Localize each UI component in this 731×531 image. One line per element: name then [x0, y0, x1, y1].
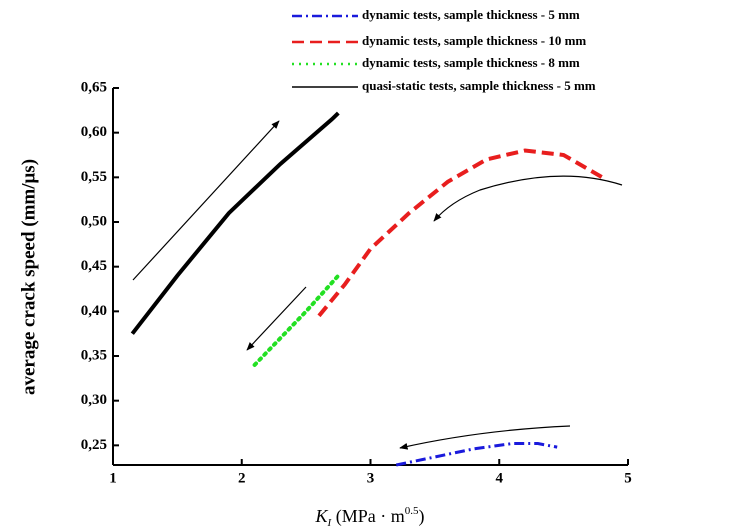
x-tick-label: 1 [109, 470, 117, 486]
x-label-part: 0.5 [405, 505, 419, 517]
y-tick-label: 0,50 [81, 213, 107, 229]
y-tick-label: 0,35 [81, 347, 107, 363]
data-line [317, 148, 604, 318]
data-line [395, 442, 558, 467]
legend-label: dynamic tests, sample thickness - 5 mm [362, 7, 580, 22]
x-label-part: K [315, 506, 329, 526]
x-axis-label: KI (MPa · m0.5) [315, 505, 425, 529]
y-tick-label: 0,55 [81, 169, 107, 185]
y-axis-label: average crack speed (mm/μs) [18, 159, 39, 395]
data-line [252, 273, 341, 367]
x-tick-label: 4 [496, 470, 504, 486]
legend-label: dynamic tests, sample thickness - 8 mm [362, 55, 580, 70]
data-line [130, 111, 340, 335]
y-tick-label: 0,65 [81, 79, 107, 95]
arrow [132, 120, 280, 281]
x-label-part: (MPa · m [331, 506, 405, 527]
arrow [246, 286, 307, 351]
y-tick-label: 0,40 [81, 303, 107, 319]
x-label-part: I [327, 517, 333, 529]
y-tick-label: 0,60 [81, 124, 107, 140]
x-tick-label: 3 [367, 470, 375, 486]
x-label-part: ) [418, 506, 424, 527]
x-tick-label: 2 [238, 470, 246, 486]
x-tick-label: 5 [624, 470, 632, 486]
y-tick-label: 0,25 [81, 437, 107, 453]
legend-label: dynamic tests, sample thickness - 10 mm [362, 33, 586, 48]
arrows [132, 120, 623, 450]
legend-label: quasi-static tests, sample thickness - 5… [362, 78, 596, 93]
arrow [433, 175, 623, 222]
y-tick-label: 0,45 [81, 258, 107, 274]
arrow [399, 425, 571, 450]
y-tick-label: 0,30 [81, 392, 107, 408]
